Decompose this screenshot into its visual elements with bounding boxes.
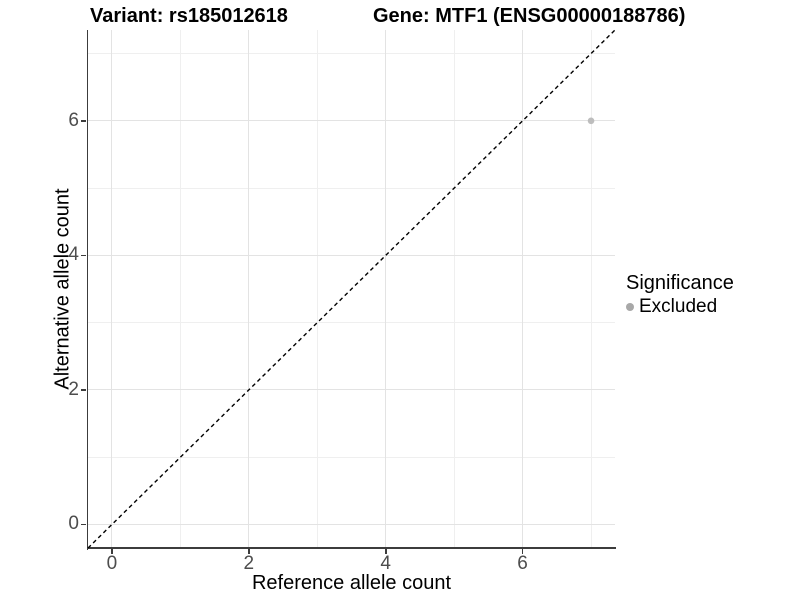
x-tick-label: 6 xyxy=(517,553,528,574)
plot-title-variant: Variant: rs185012618 xyxy=(90,5,288,27)
y-tick-mark xyxy=(81,389,86,391)
y-tick-mark xyxy=(81,120,86,122)
gridline-y-minor xyxy=(88,187,615,189)
gridline-x-major xyxy=(385,30,387,548)
gridline-x-major xyxy=(248,30,250,548)
x-tick-label: 4 xyxy=(380,553,392,574)
x-tick-mark xyxy=(111,549,113,554)
plot-title-gene: Gene: MTF1 (ENSG00000188786) xyxy=(373,5,686,27)
excluded-point-icon xyxy=(626,303,634,311)
x-axis-line xyxy=(86,547,616,549)
gridline-x-minor xyxy=(590,30,592,548)
x-tick-label: 0 xyxy=(106,553,118,574)
gridline-y-minor xyxy=(88,322,615,324)
gridline-y-major xyxy=(88,389,615,391)
y-axis-title: Alternative allele count xyxy=(51,188,74,390)
y-tick-label: 6 xyxy=(68,109,79,131)
gridline-x-minor xyxy=(179,30,181,548)
gridline-y-major xyxy=(88,254,615,256)
gridline-x-minor xyxy=(453,30,455,548)
gridline-x-major xyxy=(111,30,113,548)
legend-item-excluded: Excluded xyxy=(626,296,796,318)
x-tick-label: 2 xyxy=(243,553,255,574)
gridline-y-major xyxy=(88,523,615,525)
y-tick-mark xyxy=(81,254,86,257)
y-tick-mark xyxy=(81,523,86,526)
y-tick-label: 2 xyxy=(68,378,79,400)
plot-panel xyxy=(88,30,615,548)
legend-item-label: Excluded xyxy=(639,296,718,317)
gridline-y-major xyxy=(88,120,615,122)
gridline-y-minor xyxy=(88,456,615,458)
gridline-x-major xyxy=(522,30,524,548)
gridline-x-minor xyxy=(316,30,318,548)
y-axis-line xyxy=(86,30,89,550)
legend: Significance Excluded xyxy=(626,272,796,318)
x-tick-mark xyxy=(248,549,250,554)
legend-title: Significance xyxy=(626,272,734,294)
y-tick-label: 4 xyxy=(68,244,79,266)
gridline-y-minor xyxy=(88,53,615,55)
x-axis-title: Reference allele count xyxy=(251,572,451,594)
x-tick-mark xyxy=(384,549,387,554)
x-tick-mark xyxy=(521,549,524,554)
y-tick-label: 0 xyxy=(68,513,79,535)
